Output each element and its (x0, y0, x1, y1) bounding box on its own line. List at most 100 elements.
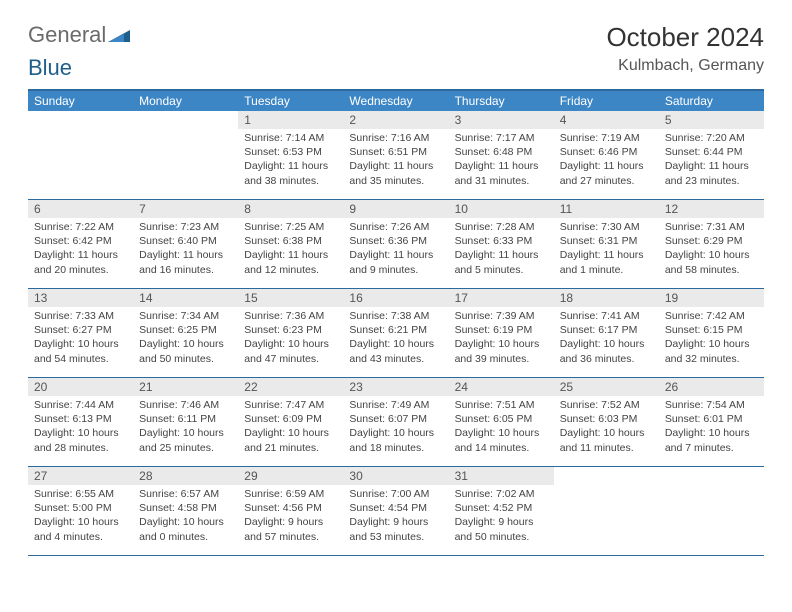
day-number: 14 (133, 289, 238, 307)
calendar-day-cell: .. (133, 111, 238, 200)
calendar-body: ....1Sunrise: 7:14 AMSunset: 6:53 PMDayl… (28, 111, 764, 556)
day-number: 20 (28, 378, 133, 396)
month-title: October 2024 (606, 22, 764, 53)
calendar-day-cell: 6Sunrise: 7:22 AMSunset: 6:42 PMDaylight… (28, 200, 133, 289)
day-details: Sunrise: 6:59 AMSunset: 4:56 PMDaylight:… (238, 485, 343, 548)
day-number: 21 (133, 378, 238, 396)
day-details: Sunrise: 7:52 AMSunset: 6:03 PMDaylight:… (554, 396, 659, 459)
day-details: Sunrise: 7:49 AMSunset: 6:07 PMDaylight:… (343, 396, 448, 459)
day-number: 5 (659, 111, 764, 129)
day-number: 27 (28, 467, 133, 485)
calendar-day-cell: 23Sunrise: 7:49 AMSunset: 6:07 PMDayligh… (343, 378, 448, 467)
calendar-day-cell: 20Sunrise: 7:44 AMSunset: 6:13 PMDayligh… (28, 378, 133, 467)
calendar-day-cell: 3Sunrise: 7:17 AMSunset: 6:48 PMDaylight… (449, 111, 554, 200)
day-number: 7 (133, 200, 238, 218)
weekday-header: Thursday (449, 90, 554, 111)
day-number: 18 (554, 289, 659, 307)
day-details: Sunrise: 7:17 AMSunset: 6:48 PMDaylight:… (449, 129, 554, 192)
day-details: Sunrise: 7:14 AMSunset: 6:53 PMDaylight:… (238, 129, 343, 192)
weekday-header: Wednesday (343, 90, 448, 111)
calendar-page: General October 2024 Kulmbach, Germany B… (0, 0, 792, 566)
day-details: Sunrise: 7:51 AMSunset: 6:05 PMDaylight:… (449, 396, 554, 459)
calendar-day-cell: 15Sunrise: 7:36 AMSunset: 6:23 PMDayligh… (238, 289, 343, 378)
day-details: Sunrise: 7:20 AMSunset: 6:44 PMDaylight:… (659, 129, 764, 192)
day-details: Sunrise: 6:57 AMSunset: 4:58 PMDaylight:… (133, 485, 238, 548)
day-details: Sunrise: 7:33 AMSunset: 6:27 PMDaylight:… (28, 307, 133, 370)
location-label: Kulmbach, Germany (606, 57, 764, 75)
day-number: 2 (343, 111, 448, 129)
calendar-day-cell: .. (28, 111, 133, 200)
calendar-day-cell: 12Sunrise: 7:31 AMSunset: 6:29 PMDayligh… (659, 200, 764, 289)
day-details: Sunrise: 7:46 AMSunset: 6:11 PMDaylight:… (133, 396, 238, 459)
calendar-day-cell: 17Sunrise: 7:39 AMSunset: 6:19 PMDayligh… (449, 289, 554, 378)
day-details: Sunrise: 7:54 AMSunset: 6:01 PMDaylight:… (659, 396, 764, 459)
day-number: 12 (659, 200, 764, 218)
weekday-header: Monday (133, 90, 238, 111)
calendar-day-cell: 30Sunrise: 7:00 AMSunset: 4:54 PMDayligh… (343, 467, 448, 556)
day-number: 16 (343, 289, 448, 307)
day-number: 11 (554, 200, 659, 218)
day-number: 26 (659, 378, 764, 396)
day-number: 28 (133, 467, 238, 485)
day-number: 10 (449, 200, 554, 218)
day-number: 6 (28, 200, 133, 218)
calendar-day-cell: 16Sunrise: 7:38 AMSunset: 6:21 PMDayligh… (343, 289, 448, 378)
day-details: Sunrise: 6:55 AMSunset: 5:00 PMDaylight:… (28, 485, 133, 548)
calendar-day-cell: 5Sunrise: 7:20 AMSunset: 6:44 PMDaylight… (659, 111, 764, 200)
brand-logo: General (28, 22, 132, 48)
logo-triangle-icon (108, 22, 130, 48)
day-number: 8 (238, 200, 343, 218)
day-details: Sunrise: 7:00 AMSunset: 4:54 PMDaylight:… (343, 485, 448, 548)
weekday-header: Tuesday (238, 90, 343, 111)
day-number: 1 (238, 111, 343, 129)
day-number: 23 (343, 378, 448, 396)
calendar-day-cell: 24Sunrise: 7:51 AMSunset: 6:05 PMDayligh… (449, 378, 554, 467)
calendar-day-cell: 9Sunrise: 7:26 AMSunset: 6:36 PMDaylight… (343, 200, 448, 289)
day-details: Sunrise: 7:02 AMSunset: 4:52 PMDaylight:… (449, 485, 554, 548)
day-number: 22 (238, 378, 343, 396)
calendar-day-cell: 29Sunrise: 6:59 AMSunset: 4:56 PMDayligh… (238, 467, 343, 556)
calendar-week-row: 6Sunrise: 7:22 AMSunset: 6:42 PMDaylight… (28, 200, 764, 289)
calendar-day-cell: 27Sunrise: 6:55 AMSunset: 5:00 PMDayligh… (28, 467, 133, 556)
day-details: Sunrise: 7:31 AMSunset: 6:29 PMDaylight:… (659, 218, 764, 281)
day-number: 30 (343, 467, 448, 485)
day-details: Sunrise: 7:16 AMSunset: 6:51 PMDaylight:… (343, 129, 448, 192)
day-details: Sunrise: 7:22 AMSunset: 6:42 PMDaylight:… (28, 218, 133, 281)
calendar-day-cell: 13Sunrise: 7:33 AMSunset: 6:27 PMDayligh… (28, 289, 133, 378)
day-details: Sunrise: 7:25 AMSunset: 6:38 PMDaylight:… (238, 218, 343, 281)
day-number: 24 (449, 378, 554, 396)
day-number: 19 (659, 289, 764, 307)
calendar-day-cell: 2Sunrise: 7:16 AMSunset: 6:51 PMDaylight… (343, 111, 448, 200)
calendar-day-cell: 18Sunrise: 7:41 AMSunset: 6:17 PMDayligh… (554, 289, 659, 378)
day-details: Sunrise: 7:19 AMSunset: 6:46 PMDaylight:… (554, 129, 659, 192)
calendar-day-cell: 19Sunrise: 7:42 AMSunset: 6:15 PMDayligh… (659, 289, 764, 378)
day-details: Sunrise: 7:28 AMSunset: 6:33 PMDaylight:… (449, 218, 554, 281)
day-details: Sunrise: 7:44 AMSunset: 6:13 PMDaylight:… (28, 396, 133, 459)
day-details: Sunrise: 7:42 AMSunset: 6:15 PMDaylight:… (659, 307, 764, 370)
calendar-table: SundayMondayTuesdayWednesdayThursdayFrid… (28, 89, 764, 556)
day-number: 9 (343, 200, 448, 218)
calendar-day-cell: 10Sunrise: 7:28 AMSunset: 6:33 PMDayligh… (449, 200, 554, 289)
calendar-day-cell: 22Sunrise: 7:47 AMSunset: 6:09 PMDayligh… (238, 378, 343, 467)
day-details: Sunrise: 7:39 AMSunset: 6:19 PMDaylight:… (449, 307, 554, 370)
title-block: October 2024 Kulmbach, Germany (606, 22, 764, 75)
calendar-day-cell: 7Sunrise: 7:23 AMSunset: 6:40 PMDaylight… (133, 200, 238, 289)
day-number: 29 (238, 467, 343, 485)
calendar-week-row: 20Sunrise: 7:44 AMSunset: 6:13 PMDayligh… (28, 378, 764, 467)
calendar-day-cell: 14Sunrise: 7:34 AMSunset: 6:25 PMDayligh… (133, 289, 238, 378)
weekday-header-row: SundayMondayTuesdayWednesdayThursdayFrid… (28, 90, 764, 111)
day-details: Sunrise: 7:36 AMSunset: 6:23 PMDaylight:… (238, 307, 343, 370)
weekday-header: Sunday (28, 90, 133, 111)
calendar-day-cell: 26Sunrise: 7:54 AMSunset: 6:01 PMDayligh… (659, 378, 764, 467)
day-details: Sunrise: 7:30 AMSunset: 6:31 PMDaylight:… (554, 218, 659, 281)
calendar-day-cell: 28Sunrise: 6:57 AMSunset: 4:58 PMDayligh… (133, 467, 238, 556)
weekday-header: Friday (554, 90, 659, 111)
calendar-day-cell: 21Sunrise: 7:46 AMSunset: 6:11 PMDayligh… (133, 378, 238, 467)
calendar-day-cell: .. (659, 467, 764, 556)
calendar-day-cell: 25Sunrise: 7:52 AMSunset: 6:03 PMDayligh… (554, 378, 659, 467)
day-number: 17 (449, 289, 554, 307)
brand-word-1: General (28, 22, 106, 48)
calendar-day-cell: 11Sunrise: 7:30 AMSunset: 6:31 PMDayligh… (554, 200, 659, 289)
day-number: 13 (28, 289, 133, 307)
weekday-header: Saturday (659, 90, 764, 111)
